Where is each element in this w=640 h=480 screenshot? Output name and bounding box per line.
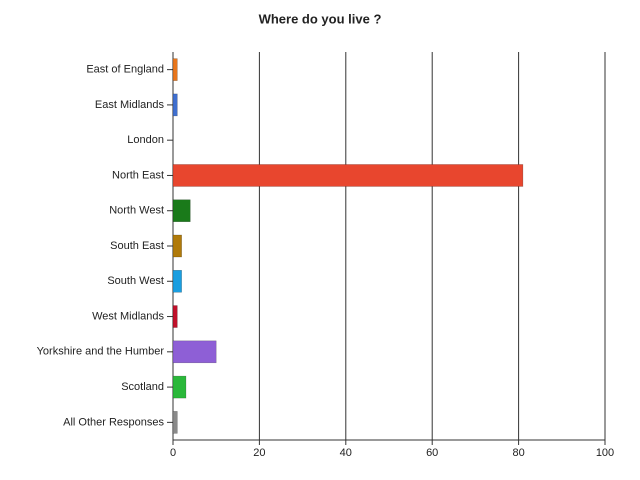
y-tick-label: Scotland bbox=[121, 381, 164, 393]
bar bbox=[172, 270, 182, 293]
chart-title: Where do you live ? bbox=[259, 11, 382, 26]
x-tick-label: 0 bbox=[170, 447, 176, 459]
bar bbox=[172, 199, 191, 222]
bar bbox=[172, 234, 182, 258]
y-tick-label: East of England bbox=[86, 64, 164, 76]
bar bbox=[172, 305, 178, 328]
y-tick-label: North West bbox=[109, 205, 164, 217]
bar bbox=[172, 93, 178, 117]
y-tick-label: South West bbox=[107, 275, 164, 287]
y-tick-label: South East bbox=[110, 240, 164, 252]
x-tick-label: 60 bbox=[426, 447, 438, 459]
y-tick-label: North East bbox=[112, 169, 164, 181]
x-tick-label: 20 bbox=[253, 447, 265, 459]
y-tick-label: All Other Responses bbox=[63, 416, 164, 428]
bar bbox=[172, 411, 178, 434]
x-tick-label: 40 bbox=[340, 447, 352, 459]
x-tick-label: 100 bbox=[596, 447, 614, 459]
bar bbox=[172, 375, 187, 399]
bar bbox=[172, 340, 217, 364]
bar bbox=[172, 164, 524, 187]
bar bbox=[172, 58, 178, 81]
y-tick-label: Yorkshire and the Humber bbox=[37, 346, 165, 358]
y-tick-label: West Midlands bbox=[92, 310, 164, 322]
x-tick-label: 80 bbox=[512, 447, 524, 459]
y-tick-label: East Midlands bbox=[95, 99, 165, 111]
y-tick-label: London bbox=[127, 134, 164, 146]
